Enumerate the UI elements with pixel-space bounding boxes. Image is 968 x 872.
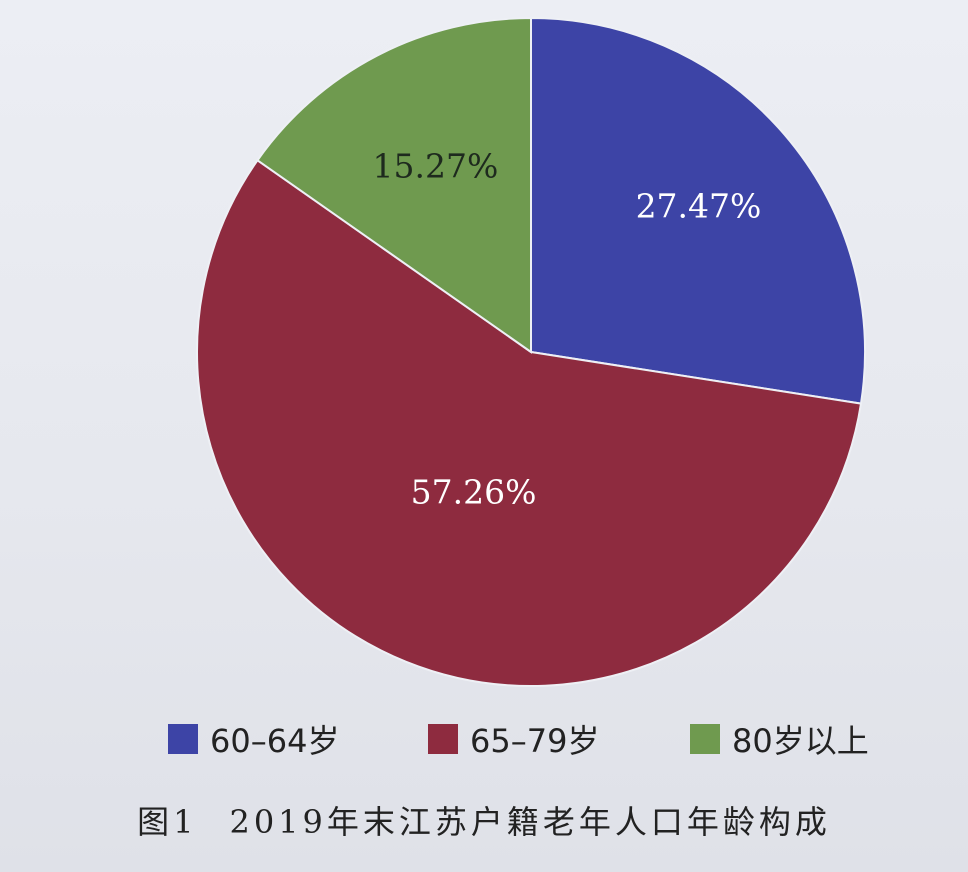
figure-caption: 图1 2019年末江苏户籍老年人口年龄构成 (0, 790, 968, 850)
figure-number: 图1 (137, 803, 198, 841)
legend-item-80-plus: 80岁以上 (690, 714, 869, 764)
pie-slice-80-plus (256, 16, 532, 354)
legend-item-65-79: 65–79岁 (428, 714, 599, 764)
legend-swatch-80-plus (690, 724, 720, 754)
legend-swatch-60-64 (168, 724, 198, 754)
legend-label-60-64: 60–64岁 (210, 722, 340, 760)
legend-label-65-79: 65–79岁 (470, 722, 600, 760)
slice-label-80-plus: 15.27% (373, 146, 499, 185)
pie-slice-65-79 (196, 158, 863, 687)
slice-label-65-79: 57.26% (411, 472, 537, 511)
legend-swatch-65-79 (428, 724, 458, 754)
figure-title: 2019年末江苏户籍老年人口年龄构成 (229, 803, 831, 841)
pie-chart: 27.47% 57.26% 15.27% (196, 16, 866, 687)
pie-slice-60-64 (530, 16, 866, 405)
legend-item-60-64: 60–64岁 (168, 714, 339, 764)
legend: 60–64岁 65–79岁 80岁以上 (0, 714, 968, 764)
legend-label-80-plus: 80岁以上 (732, 722, 869, 760)
slice-label-60-64: 27.47% (636, 187, 762, 226)
